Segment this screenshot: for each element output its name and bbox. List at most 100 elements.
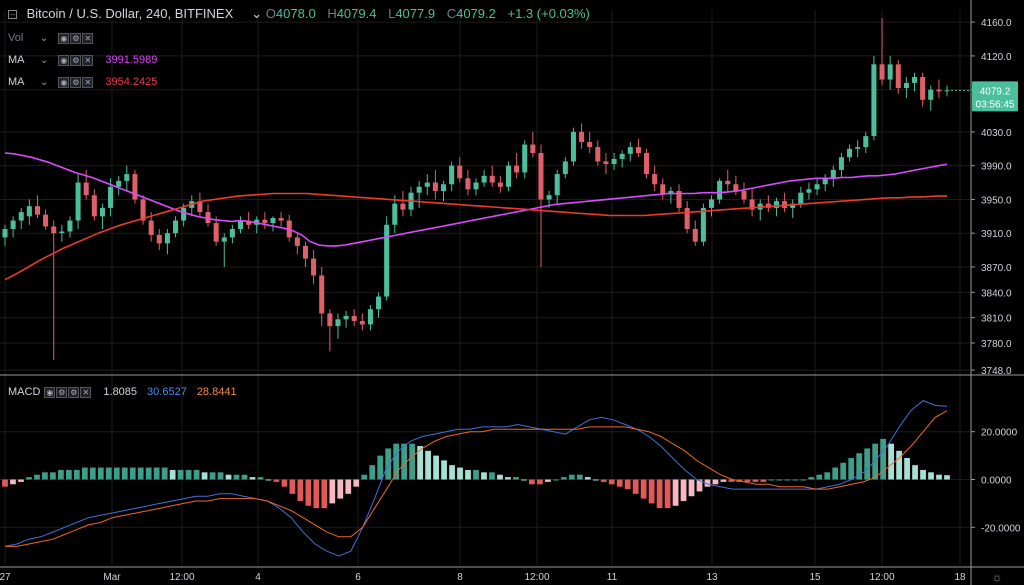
candle	[619, 150, 625, 168]
chevron-down-icon[interactable]: ⌄	[40, 32, 49, 44]
macd-hist-bar	[928, 472, 934, 480]
candle-body	[790, 203, 796, 208]
candle	[197, 192, 203, 217]
settings-icon[interactable]: ⚙	[70, 54, 82, 66]
candle-body	[855, 147, 861, 149]
candle-body	[514, 165, 520, 173]
candle-body	[359, 321, 365, 325]
candle	[294, 233, 300, 255]
candle-body	[717, 180, 723, 200]
macd-hist-bar	[792, 479, 799, 481]
chevron-down-icon[interactable]: ⌄	[40, 76, 49, 88]
close-icon[interactable]: ✕	[80, 386, 92, 398]
candle	[424, 174, 430, 196]
candle	[173, 216, 179, 238]
indicator-name[interactable]: Vol	[8, 32, 24, 44]
price-tick-label: 3870.0	[981, 263, 1012, 274]
candle	[99, 203, 105, 229]
macd-hist-bar	[217, 472, 224, 480]
candle	[895, 60, 901, 94]
visibility-icon[interactable]: ◉	[58, 76, 70, 88]
candle	[733, 175, 739, 196]
candle-body	[879, 64, 885, 80]
ma-slow-value: 3954.2425	[105, 76, 158, 88]
macd-hist-bar	[808, 477, 815, 480]
candle	[684, 201, 690, 234]
grid-lines	[0, 10, 970, 565]
macd-hist-bar	[912, 465, 918, 480]
close-icon[interactable]: ✕	[82, 54, 94, 66]
chevron-down-icon[interactable]: ⌄	[251, 6, 263, 21]
candle-body	[99, 207, 105, 217]
macd-hist-bar	[624, 479, 631, 490]
close-icon[interactable]: ✕	[82, 76, 94, 88]
close-icon[interactable]: ✕	[82, 32, 94, 44]
candle	[481, 169, 487, 187]
candle-body	[773, 201, 779, 208]
candle	[644, 148, 650, 179]
candle	[757, 199, 763, 221]
candle-body	[229, 228, 235, 238]
macd-hist-bar	[161, 467, 168, 480]
candle-body	[489, 175, 495, 183]
settings-icon[interactable]: ⚙	[70, 76, 82, 88]
candle-body	[465, 178, 471, 190]
candle	[749, 189, 755, 217]
macd-hist-bar	[465, 469, 471, 480]
candle-body	[684, 207, 690, 229]
price-tick-label: 3748.0	[981, 366, 1012, 377]
macd-tick-label: 0.0000	[981, 476, 1012, 487]
macd-hist-bar	[584, 477, 591, 480]
macd-hist-bar	[257, 477, 264, 480]
candle	[91, 189, 97, 221]
candle-body	[903, 82, 909, 88]
candle-body	[424, 182, 430, 187]
macd-hist-bar	[321, 479, 328, 509]
candle-body	[692, 228, 698, 242]
settings-icon[interactable]: ⚙	[70, 32, 82, 44]
candle	[132, 169, 138, 204]
candle-body	[43, 214, 49, 227]
macd-hist-bar	[712, 479, 719, 485]
candle-body	[140, 199, 146, 221]
candle-body	[400, 203, 406, 210]
candle-body	[311, 258, 317, 276]
visibility-icon[interactable]: ◉	[58, 32, 70, 44]
collapse-icon[interactable]: –	[8, 9, 17, 20]
candle	[700, 203, 706, 246]
candle-body	[116, 180, 122, 187]
macd-hist-bar	[784, 479, 791, 481]
candle-body	[26, 206, 32, 217]
candle	[741, 182, 747, 204]
macd-hist-bar	[169, 469, 176, 480]
indicator-name[interactable]: MA	[8, 54, 25, 66]
candle-body	[871, 64, 877, 137]
candle-body	[546, 195, 552, 200]
ma-slow-line	[4, 192, 948, 281]
candle-body	[367, 309, 373, 325]
candle	[221, 233, 227, 267]
visibility-icon[interactable]: ◉	[44, 386, 56, 398]
candle-body	[562, 161, 568, 175]
candle	[335, 313, 341, 339]
close-value: 4079.2	[456, 6, 496, 21]
candle	[692, 220, 698, 246]
candle-body	[644, 153, 650, 175]
visibility-icon[interactable]: ◉	[58, 54, 70, 66]
time-tick-label: 6	[355, 572, 361, 583]
settings-icon[interactable]: ⚙	[56, 386, 68, 398]
macd-hist-bar	[153, 467, 160, 480]
symbol-name[interactable]: Bitcoin / U.S. Dollar, 240, BITFINEX	[26, 6, 234, 21]
candle-body	[473, 182, 479, 190]
macd-hist-bar	[81, 467, 88, 480]
ma-slow-legend: MA ⌄ ◉ ⚙ ✕ 3954.2425	[8, 76, 157, 88]
macd-hist-bar	[648, 479, 655, 504]
macd-name[interactable]: MACD	[8, 386, 41, 398]
chevron-down-icon[interactable]: ⌄	[40, 54, 49, 66]
candle	[26, 199, 32, 225]
time-tick-label: 15	[809, 572, 821, 583]
indicator-name[interactable]: MA	[8, 76, 25, 88]
settings-icon[interactable]: ⚙	[68, 386, 80, 398]
candle-body	[457, 165, 463, 179]
